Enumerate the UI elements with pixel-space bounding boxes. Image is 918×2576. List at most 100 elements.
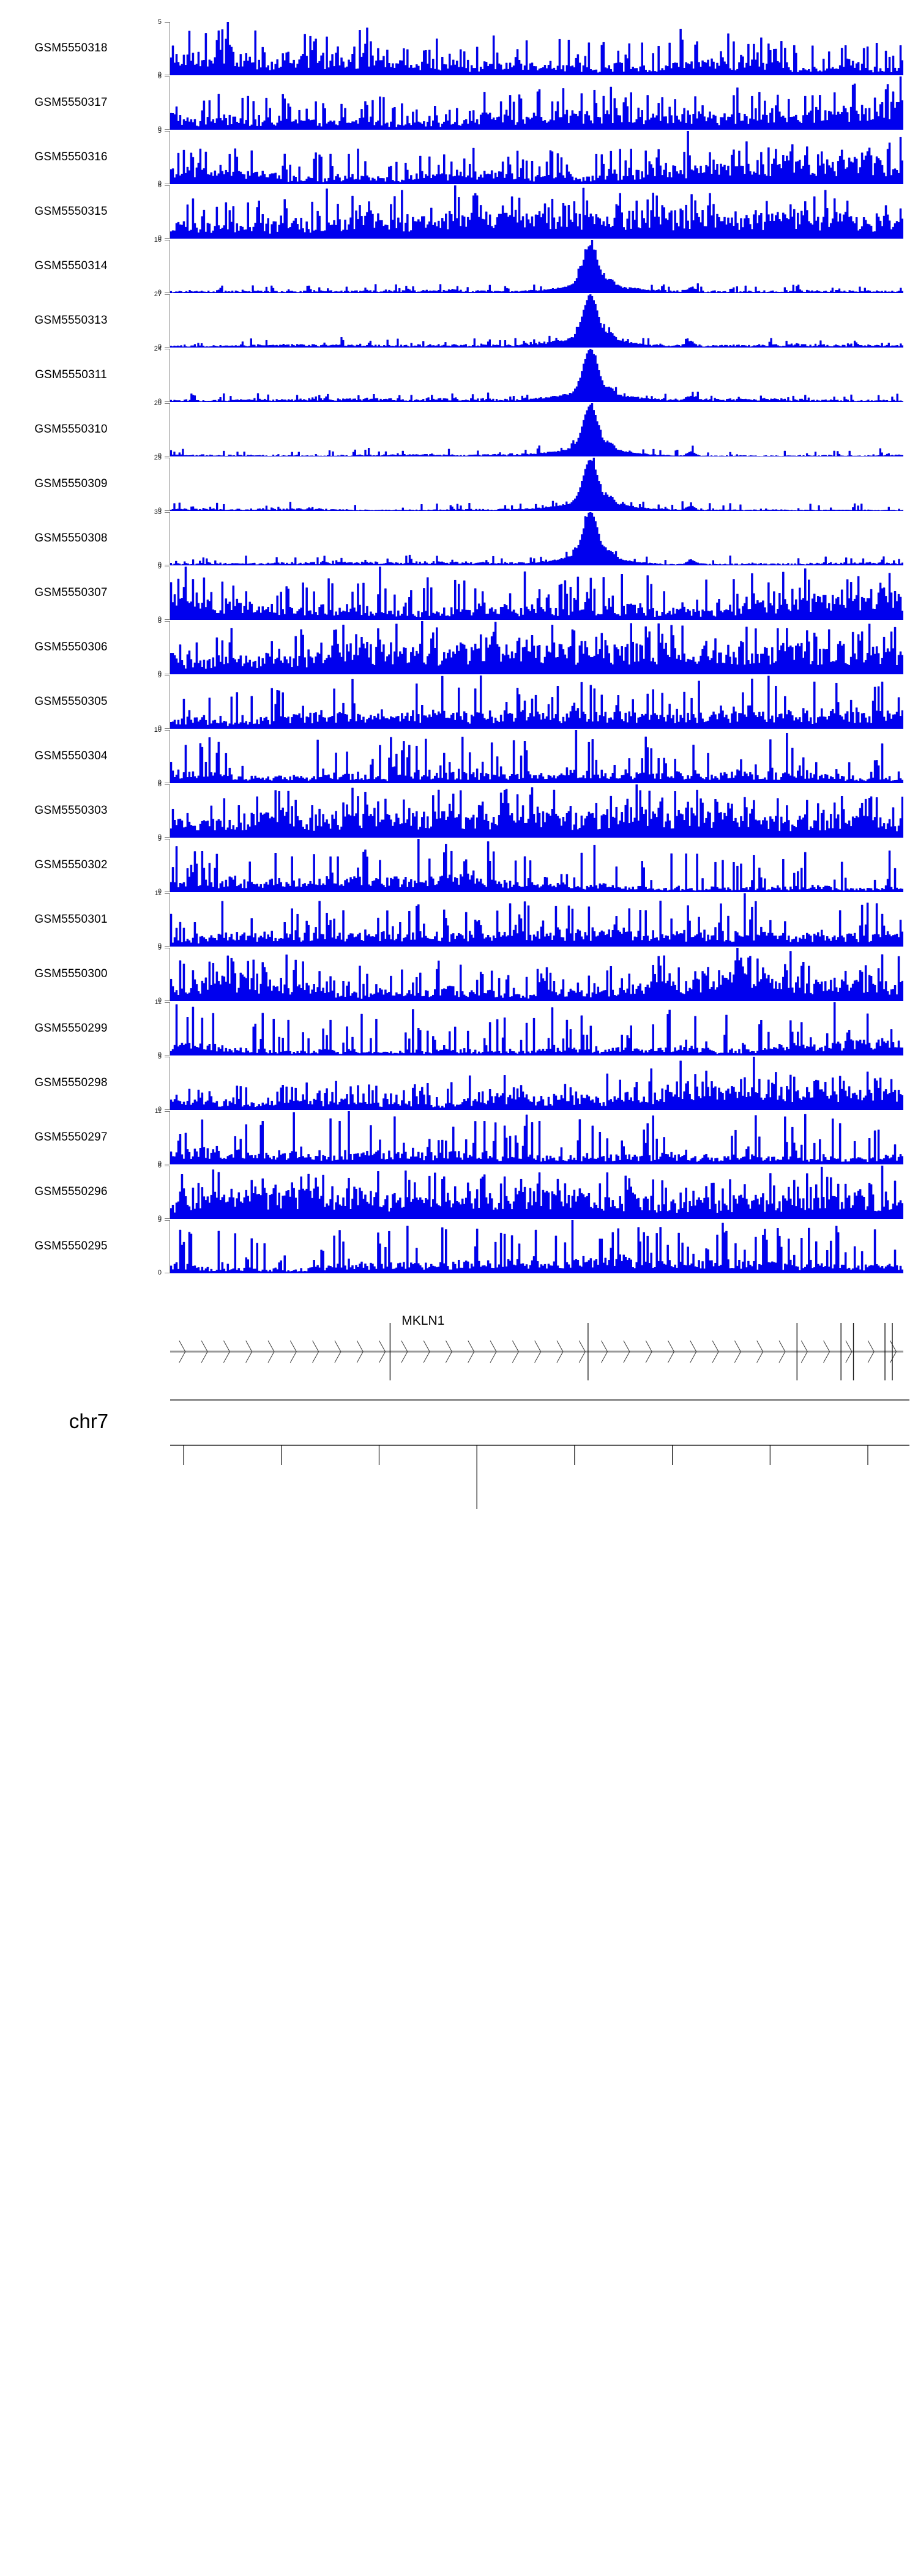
y-axis-tick-top	[165, 22, 170, 23]
y-axis-tick-top	[165, 893, 170, 894]
coverage-plot-area	[170, 1111, 903, 1164]
y-axis-min-label: 0	[157, 1269, 162, 1276]
track-label-gsm5550296: GSM5550296	[34, 1185, 108, 1198]
strand-arrow-icon	[245, 1340, 253, 1363]
track-label-gsm5550297: GSM5550297	[34, 1130, 108, 1144]
y-axis-min-label: 0	[157, 724, 162, 732]
y-axis-tick-bottom	[165, 129, 170, 130]
y-axis-tick-bottom	[165, 1000, 170, 1001]
coverage-tracks-container: GSM5550318 5 0 GSM5550317 6 0 GSM5550316 5 0 GSM5…	[0, 18, 918, 1276]
coverage-track: GSM5550313 27 0	[0, 291, 918, 351]
coverage-area	[170, 839, 903, 892]
y-axis-max-label: 9	[157, 672, 162, 679]
coverage-plot-area	[170, 567, 903, 620]
coverage-plot-area	[170, 948, 903, 1001]
track-y-axis: 25 0	[144, 454, 170, 514]
track-y-axis: 10 0	[144, 727, 170, 786]
strand-arrow-icon	[379, 1340, 386, 1363]
y-axis-tick-top	[165, 131, 170, 132]
strand-arrow-icon	[289, 1340, 297, 1363]
y-axis-max-label: 33	[154, 508, 162, 516]
coverage-track: GSM5550317 6 0	[0, 73, 918, 133]
coverage-area	[170, 349, 903, 402]
y-axis-min-label: 0	[157, 616, 162, 623]
track-label-gsm5550309: GSM5550309	[34, 477, 108, 490]
strand-arrow-icon	[423, 1340, 430, 1363]
strand-arrow-icon	[356, 1340, 364, 1363]
coverage-plot-area	[170, 676, 903, 729]
strand-arrow-icon	[867, 1340, 875, 1363]
coverage-area	[170, 948, 903, 1001]
y-axis-tick-bottom	[165, 619, 170, 620]
coverage-plot-area	[170, 893, 903, 947]
track-label-gsm5550318: GSM5550318	[34, 41, 108, 54]
coverage-area	[170, 730, 903, 783]
y-axis-max-label: 8	[157, 617, 162, 625]
y-axis-min-label: 0	[157, 452, 162, 460]
y-axis-tick-top	[165, 730, 170, 731]
strand-arrow-icon	[668, 1340, 675, 1363]
y-axis-min-label: 0	[157, 1215, 162, 1222]
coverage-area	[170, 131, 903, 184]
y-axis-max-label: 11	[154, 1107, 162, 1115]
y-axis-max-label: 9	[157, 563, 162, 570]
y-axis-max-label: 9	[157, 1216, 162, 1224]
y-axis-tick-bottom	[165, 837, 170, 838]
coverage-track: GSM5550307 9 0	[0, 563, 918, 623]
coverage-track: GSM5550300 9 0	[0, 944, 918, 1004]
y-axis-tick-bottom	[165, 238, 170, 239]
strand-arrow-icon	[179, 1340, 186, 1363]
track-label-gsm5550315: GSM5550315	[34, 204, 108, 218]
coverage-track: GSM5550314 16 0	[0, 237, 918, 296]
y-axis-max-label: 5	[157, 1053, 162, 1060]
coverage-area	[170, 512, 903, 565]
coverage-area	[170, 76, 903, 130]
y-axis-min-label: 0	[157, 180, 162, 187]
coverage-track: GSM5550299 11 0	[0, 999, 918, 1059]
y-axis-tick-bottom	[165, 292, 170, 293]
gene-model-track: MKLN1	[0, 1286, 918, 1387]
track-label-gsm5550317: GSM5550317	[34, 95, 108, 109]
strand-arrow-icon	[201, 1340, 208, 1363]
coverage-track: GSM5550301 11 0	[0, 890, 918, 950]
y-axis-max-label: 25	[154, 454, 162, 461]
y-axis-max-label: 27	[154, 291, 162, 298]
coverage-track: GSM5550318 5 0	[0, 18, 918, 78]
coverage-track: GSM5550308 33 0	[0, 508, 918, 568]
strand-arrow-icon	[823, 1340, 830, 1363]
coverage-plot-area	[170, 131, 903, 184]
strand-arrow-icon	[534, 1340, 542, 1363]
coverage-area	[170, 403, 903, 456]
genome-axis-track: chr7 131.3Mb	[0, 1387, 918, 1509]
track-label-gsm5550304: GSM5550304	[34, 749, 108, 762]
y-axis-tick-top	[165, 1002, 170, 1003]
coverage-track: GSM5550297 11 0	[0, 1107, 918, 1167]
track-label-gsm5550300: GSM5550300	[34, 967, 108, 980]
coverage-track: GSM5550298 5 0	[0, 1053, 918, 1113]
coverage-area	[170, 458, 903, 511]
strand-arrow-icon	[401, 1340, 408, 1363]
track-label-gsm5550302: GSM5550302	[34, 858, 108, 871]
strand-arrow-icon	[778, 1340, 786, 1363]
track-label-gsm5550316: GSM5550316	[34, 150, 108, 163]
y-axis-min-label: 0	[157, 1051, 162, 1059]
coverage-plot-area	[170, 349, 903, 402]
y-axis-tick-top	[165, 621, 170, 622]
coverage-plot-area	[170, 730, 903, 783]
y-axis-max-label: 8	[157, 781, 162, 788]
coverage-track: GSM5550304 10 0	[0, 727, 918, 786]
y-axis-max-label: 5	[157, 18, 162, 26]
genome-axis-plot: 131.3Mb	[170, 1387, 909, 1509]
track-y-axis: 33 0	[144, 508, 170, 568]
y-axis-tick-top	[165, 512, 170, 513]
coverage-plot-area	[170, 458, 903, 511]
strand-arrow-icon	[267, 1340, 275, 1363]
coverage-plot-area	[170, 403, 903, 456]
y-axis-tick-bottom	[165, 946, 170, 947]
y-axis-min-label: 0	[157, 507, 162, 514]
gene-model-plot	[170, 1286, 903, 1387]
y-axis-max-label: 9	[157, 944, 162, 951]
